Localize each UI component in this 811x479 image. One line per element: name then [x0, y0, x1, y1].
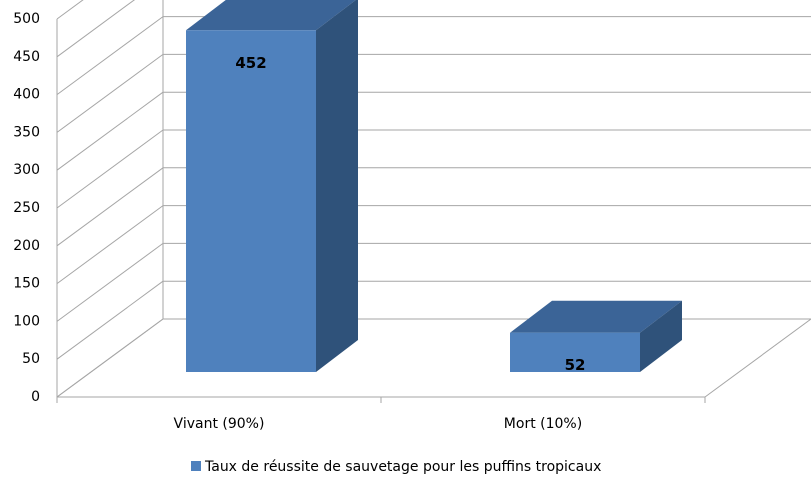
bar-top [186, 0, 356, 31]
bar-side [640, 300, 682, 372]
legend-label: Taux de réussite de sauvetage pour les p… [204, 459, 601, 475]
grid-line [56, 318, 164, 398]
y-tick-label: 400 [13, 87, 40, 103]
y-tick-label: 350 [13, 124, 40, 140]
legend-swatch [191, 461, 201, 471]
y-tick-label: 100 [13, 313, 40, 329]
bar-side [316, 0, 358, 372]
data-label: 452 [235, 54, 266, 72]
bar [186, 30, 316, 373]
grid-line [56, 0, 136, 58]
grid-line [56, 53, 164, 133]
grid-line [56, 167, 164, 247]
bar-top [510, 300, 682, 333]
bar [510, 332, 640, 372]
y-tick-label: 200 [13, 238, 40, 254]
grid-line [56, 91, 164, 171]
y-tick-label: 300 [13, 162, 40, 178]
grid-line [56, 16, 164, 96]
grid-line [56, 0, 84, 20]
y-tick-label: 0 [31, 389, 40, 405]
floor-edge [704, 318, 811, 398]
y-tick-label: 50 [22, 351, 40, 367]
grid-line [56, 205, 164, 285]
grid-line [56, 242, 164, 322]
x-tick-label: Mort (10%) [504, 416, 582, 432]
y-tick-label: 450 [13, 49, 40, 65]
x-tick-label: Vivant (90%) [174, 416, 265, 432]
y-tick-label: 250 [13, 200, 40, 216]
y-tick-label: 150 [13, 276, 40, 292]
grid-line [56, 129, 164, 209]
grid-line [56, 280, 164, 360]
data-label: 52 [565, 356, 586, 374]
y-tick-label: 500 [13, 11, 40, 27]
